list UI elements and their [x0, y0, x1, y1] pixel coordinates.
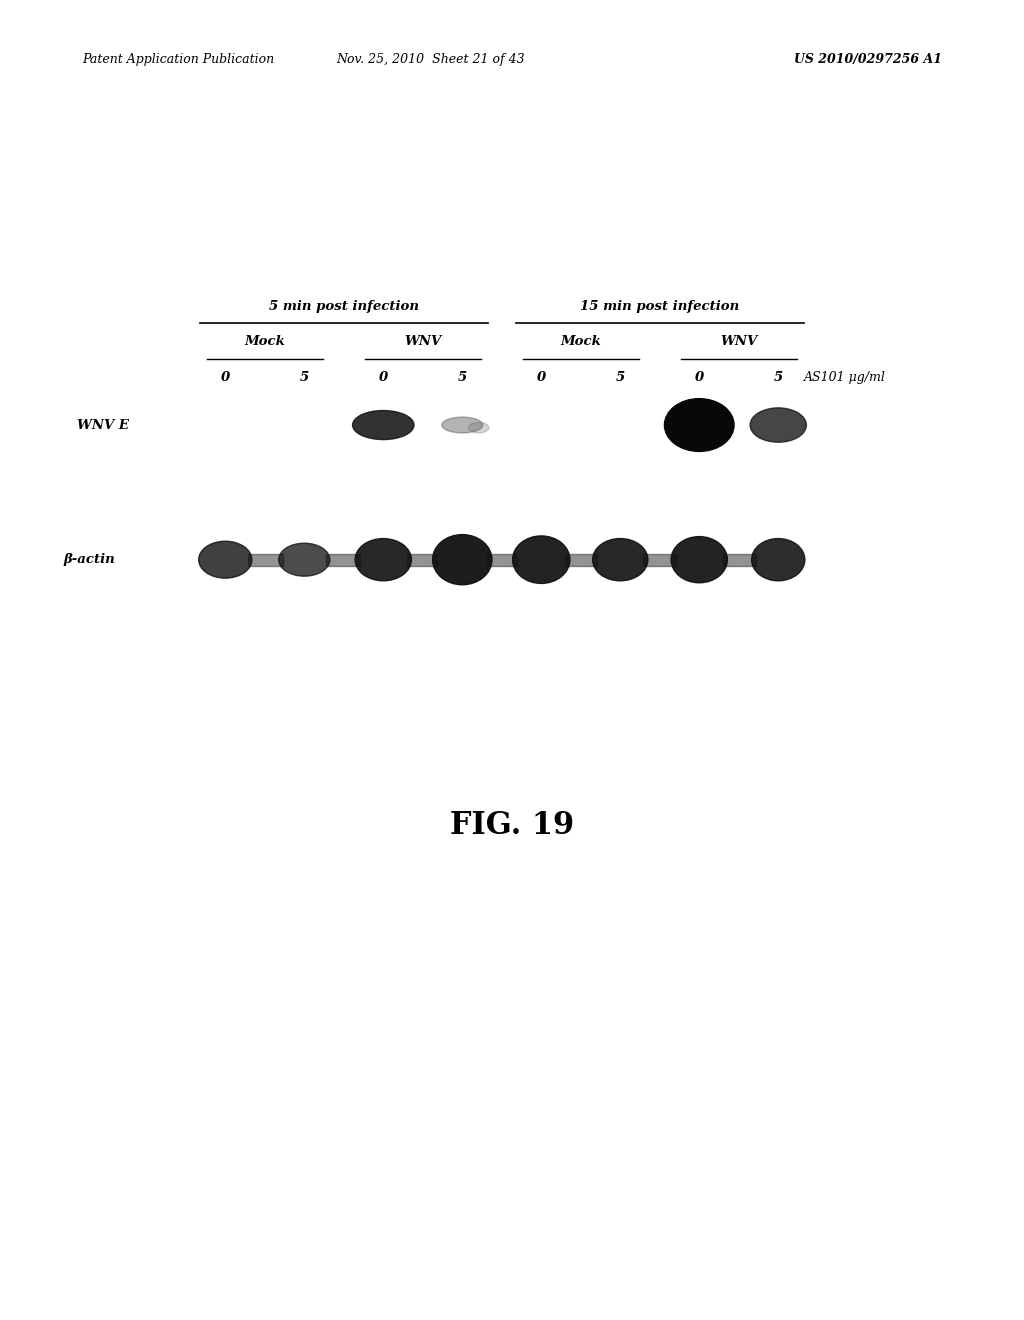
FancyArrow shape [723, 554, 756, 565]
Ellipse shape [513, 536, 570, 583]
FancyArrow shape [326, 554, 359, 565]
Text: WNV: WNV [404, 335, 441, 348]
Text: Patent Application Publication: Patent Application Publication [82, 53, 274, 66]
Text: Mock: Mock [560, 335, 601, 348]
FancyArrow shape [487, 554, 517, 565]
Text: 5: 5 [773, 371, 783, 384]
Ellipse shape [671, 537, 727, 583]
Ellipse shape [665, 399, 734, 451]
Text: 0: 0 [220, 371, 230, 384]
Text: US 2010/0297256 A1: US 2010/0297256 A1 [794, 53, 942, 66]
Text: AS101 μg/ml: AS101 μg/ml [804, 371, 886, 384]
Text: Nov. 25, 2010  Sheet 21 of 43: Nov. 25, 2010 Sheet 21 of 43 [336, 53, 524, 66]
Text: 0: 0 [694, 371, 703, 384]
Text: 5 min post infection: 5 min post infection [268, 300, 419, 313]
Ellipse shape [752, 539, 805, 581]
Text: 0: 0 [537, 371, 546, 384]
Text: FIG. 19: FIG. 19 [450, 809, 574, 841]
Text: 5: 5 [300, 371, 309, 384]
Text: 5: 5 [458, 371, 467, 384]
Ellipse shape [750, 408, 807, 442]
Ellipse shape [279, 544, 330, 576]
Ellipse shape [441, 417, 482, 433]
Text: WNV: WNV [720, 335, 758, 348]
FancyArrow shape [407, 554, 437, 565]
Ellipse shape [593, 539, 648, 581]
FancyArrow shape [248, 554, 283, 565]
Text: 15 min post infection: 15 min post infection [581, 300, 739, 313]
Ellipse shape [432, 535, 492, 585]
Ellipse shape [199, 541, 252, 578]
FancyArrow shape [565, 554, 597, 565]
Text: Mock: Mock [245, 335, 285, 348]
Ellipse shape [352, 411, 414, 440]
FancyArrow shape [643, 554, 676, 565]
Ellipse shape [468, 422, 488, 433]
Text: 5: 5 [615, 371, 625, 384]
Text: 0: 0 [379, 371, 388, 384]
Text: β-actin: β-actin [63, 553, 116, 566]
Text: WNV E: WNV E [77, 418, 129, 432]
Ellipse shape [355, 539, 412, 581]
